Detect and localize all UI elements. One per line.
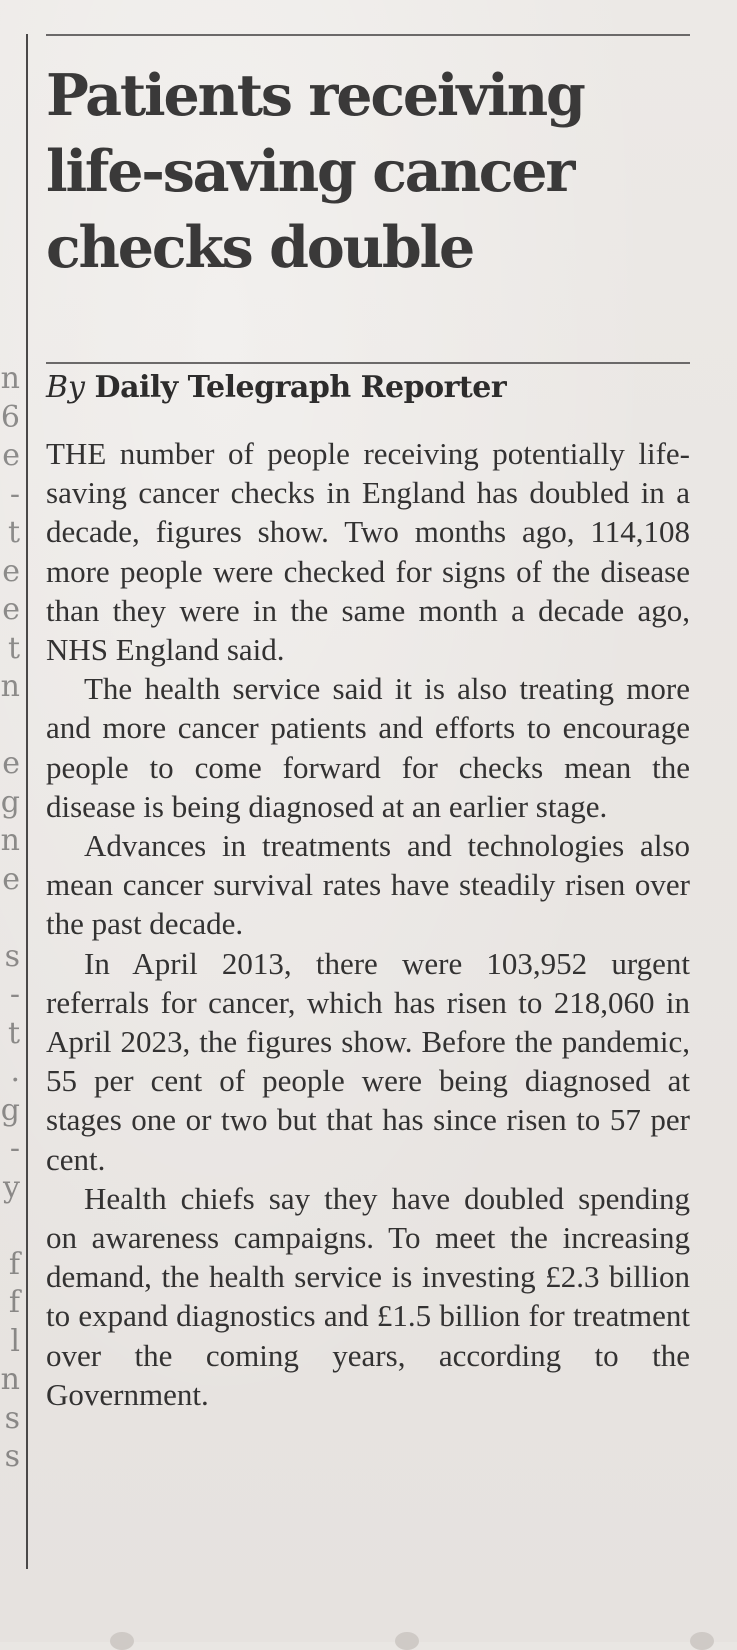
article-body: THE number of people receiving potential… xyxy=(46,434,690,1414)
paragraph: The health service said it is also treat… xyxy=(46,671,690,824)
top-rule xyxy=(46,34,690,36)
paper-tear xyxy=(690,1632,714,1650)
byline: By Daily Telegraph Reporter xyxy=(46,368,507,408)
paragraph: Health chiefs say they have doubled spen… xyxy=(46,1180,690,1412)
paragraph: THE number of people receiving potential… xyxy=(46,436,690,668)
paper-tear xyxy=(110,1632,134,1650)
byline-name: Daily Telegraph Reporter xyxy=(94,370,507,405)
headline: Patients receiving life-saving cancer ch… xyxy=(46,62,586,281)
paper-edge xyxy=(0,1622,737,1650)
paragraph: In April 2013, there were 103,952 urgent… xyxy=(46,945,690,1177)
column-divider xyxy=(26,34,28,1569)
byline-prefix: By xyxy=(46,370,85,405)
paper-tear xyxy=(395,1632,419,1650)
byline-rule xyxy=(46,362,690,364)
paragraph: Advances in treatments and technologies … xyxy=(46,828,690,942)
